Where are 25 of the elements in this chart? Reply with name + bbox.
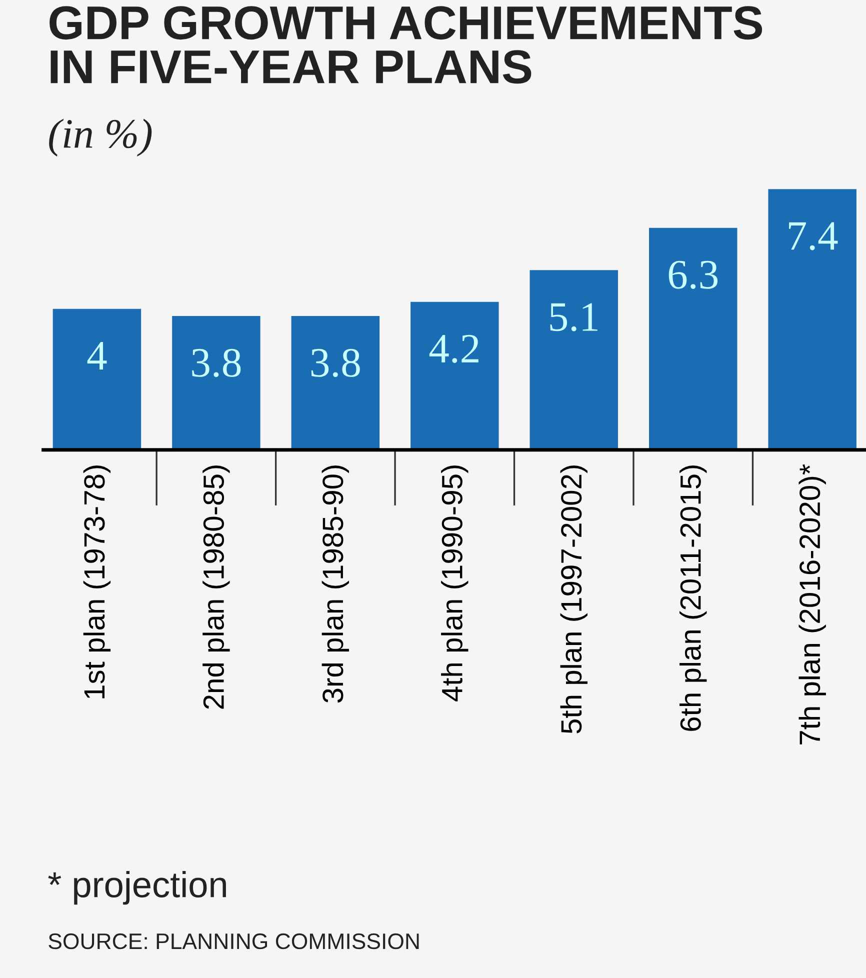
data-label: 7.4 [789,222,838,250]
data-label: 3.8 [311,348,360,378]
x-tick-label: 5th plan (1997-2002) [560,466,588,734]
x-tick-label: 6th plan (2011-2015) [680,466,707,731]
text: * projection [48,870,226,905]
data-label: 4.2 [429,334,478,364]
data-label: 5.1 [550,303,598,332]
data-label: 4 [87,342,107,370]
source-note: SOURCE: PLANNING COMMISSION [48,933,419,950]
x-tick-label: 2nd plan (1980-85) [202,466,230,709]
bar [52,308,142,450]
x-tick-label: 4th plan (1990-95) [441,466,468,702]
bar [410,302,499,450]
bar [768,189,856,450]
bar [649,228,738,450]
x-tick-label: 7th plan (2016-2020)* [798,464,826,744]
bar [530,270,618,450]
chart-subtitle: (in %) [49,118,152,156]
data-label: 3.8 [192,348,241,378]
x-tick-label: 1st plan (1973-78) [83,466,111,698]
bar [172,316,260,450]
bar [291,316,380,450]
chart-title: GDP GROWTH ACHIEVEMENTS IN FIVE-YEAR PLANS [50,6,762,84]
data-label: 6.3 [668,260,718,290]
x-tick-label: 3rd plan (1985-90) [322,466,350,703]
